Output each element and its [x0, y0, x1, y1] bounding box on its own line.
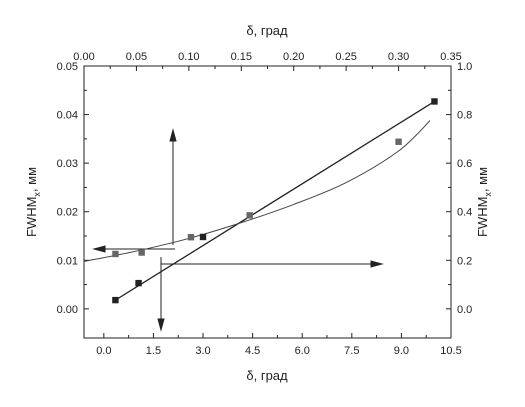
series-1-point — [431, 98, 438, 105]
tick-label-right: 0.4 — [457, 207, 472, 219]
tick-label-bottom: 3.0 — [195, 345, 210, 357]
tick-label-bottom: 10.5 — [440, 345, 461, 357]
axis-arrows — [92, 128, 384, 332]
tick-label-bottom: 7.5 — [344, 345, 359, 357]
series-2-markers — [112, 138, 402, 258]
series-1-fit-line — [115, 100, 435, 301]
ticks-top: 0.00 0.05 0.10 0.15 0.20 0.25 0.30 0.35 — [73, 51, 462, 71]
series-2-fit-curve — [83, 120, 431, 262]
tick-label-top: 0.25 — [335, 51, 356, 63]
tick-label-bottom: 0.0 — [96, 345, 111, 357]
tick-label-left: 0.03 — [57, 158, 78, 170]
series-1-point — [135, 279, 142, 287]
tick-label-top: 0.10 — [178, 51, 199, 63]
ticks-right: 0.0 0.2 0.4 0.6 0.8 1.0 — [446, 61, 472, 316]
arrow-down-head — [157, 318, 165, 332]
tick-label-top: 0.20 — [283, 51, 304, 63]
tick-label-left: 0.05 — [57, 61, 78, 73]
y-left-sub: x — [32, 192, 42, 197]
series-2-point — [112, 250, 119, 258]
tick-label-left: 0.01 — [57, 255, 78, 267]
series-2-point — [395, 138, 402, 145]
tick-label-right: 0.0 — [457, 304, 472, 316]
ticks-left: 0.00 0.01 0.02 0.03 0.04 0.05 — [57, 61, 89, 316]
tick-label-top: 0.15 — [231, 51, 252, 63]
ticks-bottom: 0.0 1.5 3.0 4.5 6.0 7.5 9.0 10.5 — [96, 333, 462, 357]
tick-label-bottom: 1.5 — [146, 345, 161, 357]
series-2-point — [246, 212, 253, 219]
tick-label-left: 0.02 — [57, 207, 78, 219]
tick-label-top: 0.35 — [440, 51, 461, 63]
y-axis-title-right: FWHMx, мм — [475, 167, 493, 237]
y-left-main: FWHM — [24, 197, 39, 237]
series-2-point — [187, 234, 195, 241]
series-1-point — [112, 296, 119, 304]
x-axis-title-top: δ, град — [246, 23, 288, 38]
tick-label-right: 1.0 — [457, 61, 472, 73]
arrow-left-head — [92, 245, 106, 253]
tick-label-top: 0.00 — [73, 51, 94, 63]
tick-label-left: 0.04 — [57, 110, 78, 122]
arrow-up-head — [169, 128, 177, 142]
tick-label-right: 0.8 — [457, 110, 472, 122]
arrow-right-head — [370, 260, 384, 268]
series-2-point — [138, 249, 145, 256]
tick-label-right: 0.6 — [457, 158, 472, 170]
x-axis-title-bottom: δ, град — [246, 368, 288, 383]
tick-label-left: 0.00 — [57, 304, 78, 316]
y-right-unit: , мм — [475, 167, 490, 192]
y-right-sub: x — [483, 192, 493, 197]
tick-label-bottom: 4.5 — [245, 345, 260, 357]
y-axis-title-left: FWHMx, мм — [24, 167, 42, 237]
y-left-unit: , мм — [24, 167, 39, 192]
y-right-main: FWHM — [475, 197, 490, 237]
tick-label-top: 0.30 — [388, 51, 409, 63]
tick-label-bottom: 6.0 — [295, 345, 310, 357]
tick-label-top: 0.05 — [126, 51, 147, 63]
series-1-point — [199, 233, 207, 241]
plot-frame — [83, 65, 452, 339]
series-1-markers — [112, 98, 438, 304]
tick-label-bottom: 9.0 — [394, 345, 409, 357]
tick-label-right: 0.2 — [457, 255, 472, 267]
